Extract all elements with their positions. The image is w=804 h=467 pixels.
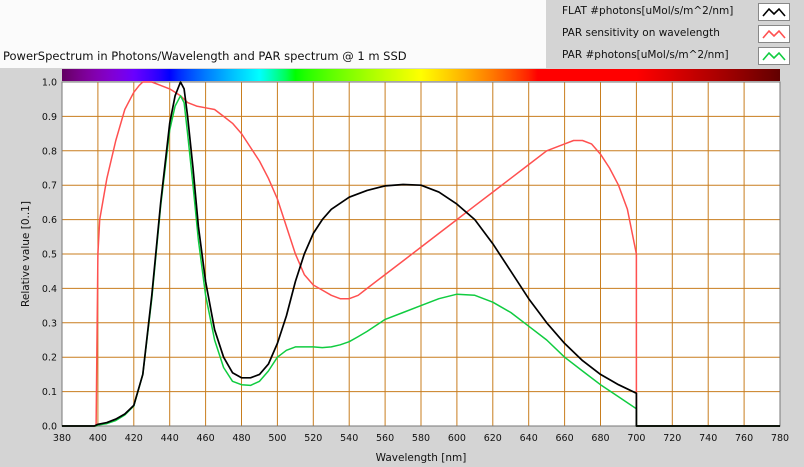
x-tick-label: 460 [197,433,215,444]
y-axis: 0.0 0.1 0.2 0.3 0.4 0.5 0.6 0.7 0.8 0.9 1.0 [42,78,57,433]
x-tick-label: 680 [591,433,609,444]
x-tick-label: 440 [161,433,179,444]
legend-item-par-photons[interactable]: PAR #photons[uMol/s/m^2/nm] [548,45,804,67]
x-tick-label: 400 [89,433,107,444]
x-tick-label: 500 [268,433,286,444]
x-tick-label: 580 [412,433,430,444]
y-tick-label: 1.0 [42,78,57,89]
y-tick-label: 0.4 [42,284,57,295]
x-tick-label: 760 [735,433,753,444]
x-tick-label: 540 [340,433,358,444]
x-tick-label: 700 [627,433,645,444]
legend: FLAT #photons[uMol/s/m^2/nm] PAR sensiti… [548,0,804,68]
y-tick-label: 0.2 [42,353,57,364]
legend-item-flat[interactable]: FLAT #photons[uMol/s/m^2/nm] [548,1,804,23]
y-tick-label: 0.0 [42,422,57,433]
series-par-sensitivity-line [62,81,780,427]
series-flat-line [62,81,780,427]
x-tick-label: 380 [53,433,71,444]
line-black-icon [758,3,790,21]
title-panel: PowerSpectrum in Photons/Wavelength and … [0,0,546,68]
x-axis: 380 400 420 440 460 480 500 520 540 560 580 600 620 6… [53,433,789,444]
x-tick-label: 600 [448,433,466,444]
chart-title: PowerSpectrum in Photons/Wavelength and … [3,49,407,63]
wavelength-color-bar [62,69,780,81]
x-axis-title: Wavelength [nm] [376,452,467,464]
y-tick-label: 0.9 [42,112,57,123]
y-tick-label: 0.5 [42,250,57,261]
x-tick-label: 620 [484,433,502,444]
legend-item-par-sensitivity[interactable]: PAR sensitivity on wavelength [548,23,804,45]
grid [61,81,781,427]
y-tick-label: 0.6 [42,215,57,226]
y-tick-label: 0.1 [42,387,57,398]
line-green-icon [758,47,790,65]
legend-label: PAR sensitivity on wavelength [562,27,720,39]
x-tick-label: 520 [304,433,322,444]
x-tick-label: 420 [125,433,143,444]
x-tick-label: 740 [699,433,717,444]
y-tick-label: 0.7 [42,181,57,192]
x-tick-label: 640 [520,433,538,444]
line-red-icon [758,25,790,43]
x-tick-label: 660 [556,433,574,444]
y-axis-title: Relative value [0..1] [20,201,32,307]
x-tick-label: 480 [232,433,250,444]
plot-border [61,81,781,427]
y-tick-label: 0.3 [42,318,57,329]
series-layer [62,81,780,427]
legend-label: PAR #photons[uMol/s/m^2/nm] [562,49,729,61]
legend-label: FLAT #photons[uMol/s/m^2/nm] [562,5,734,17]
y-tick-label: 0.8 [42,146,57,157]
x-tick-label: 720 [663,433,681,444]
x-tick-label: 780 [771,433,789,444]
x-tick-label: 560 [376,433,394,444]
